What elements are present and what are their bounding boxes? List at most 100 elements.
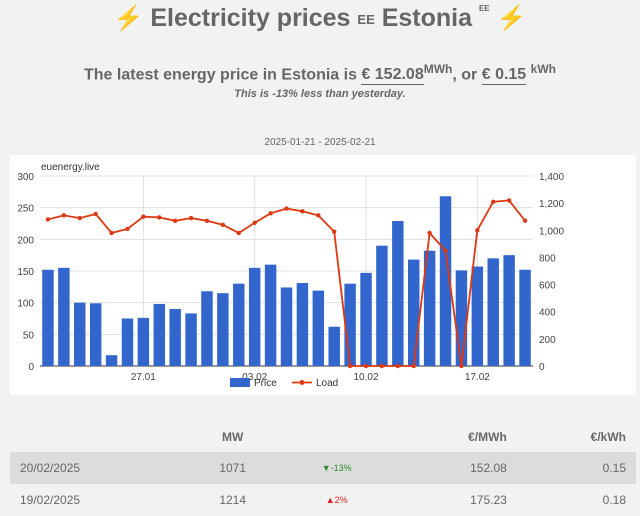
load-point xyxy=(172,218,178,223)
legend-load-label: Load xyxy=(316,378,338,389)
price-table: MW €/MWh €/kWh 20/02/2025 1071 ▼-13% 152… xyxy=(10,422,636,516)
y-tick-label: 300 xyxy=(17,172,34,183)
load-point xyxy=(220,222,226,228)
price-bar xyxy=(217,293,229,366)
arrow-down-icon: ▼ xyxy=(321,463,331,473)
table-row: 19/02/2025 1214 ▲2% 175.23 0.18 xyxy=(10,484,636,516)
y-tick-label: 0 xyxy=(28,362,34,373)
price-bar xyxy=(471,266,484,366)
row-date: 20/02/2025 xyxy=(20,461,81,475)
load-point xyxy=(61,213,67,218)
table-header-row: MW €/MWh €/kWh xyxy=(10,422,636,452)
load-point xyxy=(141,214,146,219)
summary-prefix: The latest energy price in Estonia is xyxy=(84,66,357,84)
price-bar xyxy=(344,283,356,366)
x-tick-label: 10.02 xyxy=(354,372,379,383)
price-bar xyxy=(105,355,118,366)
price-bar xyxy=(408,259,420,366)
kwh-unit: kWh xyxy=(530,62,556,76)
price-bar xyxy=(153,303,165,366)
arrow-up-icon: ▲ xyxy=(325,495,335,505)
y-tick-label: 200 xyxy=(17,235,34,246)
row-change-value: 2% xyxy=(334,495,348,505)
load-point xyxy=(188,215,194,221)
price-bar xyxy=(233,283,245,366)
load-point xyxy=(332,229,337,234)
price-bar xyxy=(423,250,436,366)
price-bar xyxy=(487,258,499,366)
load-point xyxy=(427,230,432,236)
load-point xyxy=(316,213,321,218)
price-load-chart: 0 50 100 150 200 250 300 0 200 400 600 800 1,000 1,20… xyxy=(10,155,636,395)
load-point xyxy=(395,363,401,369)
chart-watermark: euenergy.live xyxy=(41,162,100,173)
table-row: 20/02/2025 1071 ▼-13% 152.08 0.15 xyxy=(10,452,636,484)
price-bar xyxy=(58,267,70,366)
row-change: ▲2% xyxy=(283,484,391,516)
price-bar xyxy=(169,309,181,366)
lightning-bolt-icon: ⚡ xyxy=(496,5,527,32)
price-bar xyxy=(280,287,293,366)
page-title: ⚡ Electricity prices EE Estonia EE ⚡ xyxy=(0,4,640,33)
price-bar xyxy=(439,196,452,366)
y2-tick-label: 0 xyxy=(539,362,545,373)
load-point xyxy=(93,211,98,217)
mwh-unit: MWh xyxy=(423,62,453,76)
kwh-price: € 0.15 xyxy=(481,66,527,86)
row-date: 19/02/2025 xyxy=(20,493,81,507)
price-bar xyxy=(42,269,54,366)
y2-tick-label: 1,200 xyxy=(539,199,564,210)
chart-svg: 0 50 100 150 200 250 300 0 200 400 600 800 1,000 1,20… xyxy=(17,162,564,389)
load-point xyxy=(379,363,385,369)
y-tick-label: 150 xyxy=(17,267,34,278)
x-tick-label: 17.02 xyxy=(465,372,490,383)
price-bar xyxy=(376,245,388,366)
price-bar xyxy=(264,264,277,366)
price-bar xyxy=(312,290,325,366)
col-change-header xyxy=(283,422,391,452)
price-bar xyxy=(455,270,468,366)
y2-tick-label: 600 xyxy=(539,281,556,292)
load-point xyxy=(506,198,512,203)
y2-tick-label: 200 xyxy=(539,335,556,346)
col-kwh-header: €/kWh xyxy=(590,430,626,444)
load-point xyxy=(411,363,416,369)
load-point xyxy=(475,228,480,233)
col-date-header xyxy=(10,422,182,452)
col-mwh-header: €/MWh xyxy=(468,430,507,444)
row-change: ▼-13% xyxy=(283,452,391,484)
price-bar xyxy=(503,255,515,366)
x-tick-label: 03.02 xyxy=(242,372,267,383)
load-point xyxy=(45,217,51,222)
y-tick-label: 250 xyxy=(17,204,34,215)
flag-code-small: EE xyxy=(478,4,490,13)
y-tick-label: 50 xyxy=(23,330,35,341)
y2-tick-label: 1,400 xyxy=(539,172,564,183)
price-bar xyxy=(201,291,213,366)
price-bar xyxy=(328,326,340,366)
row-kwh: 0.15 xyxy=(602,461,626,475)
y2-tick-label: 1,000 xyxy=(539,226,564,237)
chart-title: 2025-01-21 - 2025-02-21 xyxy=(264,137,376,148)
load-point xyxy=(125,226,130,232)
load-point xyxy=(300,209,305,214)
lightning-bolt-icon: ⚡ xyxy=(113,5,144,32)
load-point xyxy=(443,248,448,253)
row-mwh: 152.08 xyxy=(470,461,507,475)
flag-code: EE xyxy=(357,11,375,27)
load-point xyxy=(284,206,289,211)
load-point xyxy=(363,363,369,369)
legend-price-swatch xyxy=(230,378,250,387)
load-point xyxy=(459,363,464,369)
price-bar xyxy=(360,272,372,366)
load-point xyxy=(347,363,353,369)
load-point xyxy=(204,218,210,223)
row-change-value: -13% xyxy=(330,463,352,473)
load-point xyxy=(77,215,82,221)
price-bar xyxy=(89,303,102,366)
price-comparison: This is -13% less than yesterday. xyxy=(234,88,406,100)
col-mw-header: MW xyxy=(222,430,244,444)
price-bar xyxy=(121,318,134,366)
load-point xyxy=(236,230,241,236)
price-bar xyxy=(74,302,86,366)
